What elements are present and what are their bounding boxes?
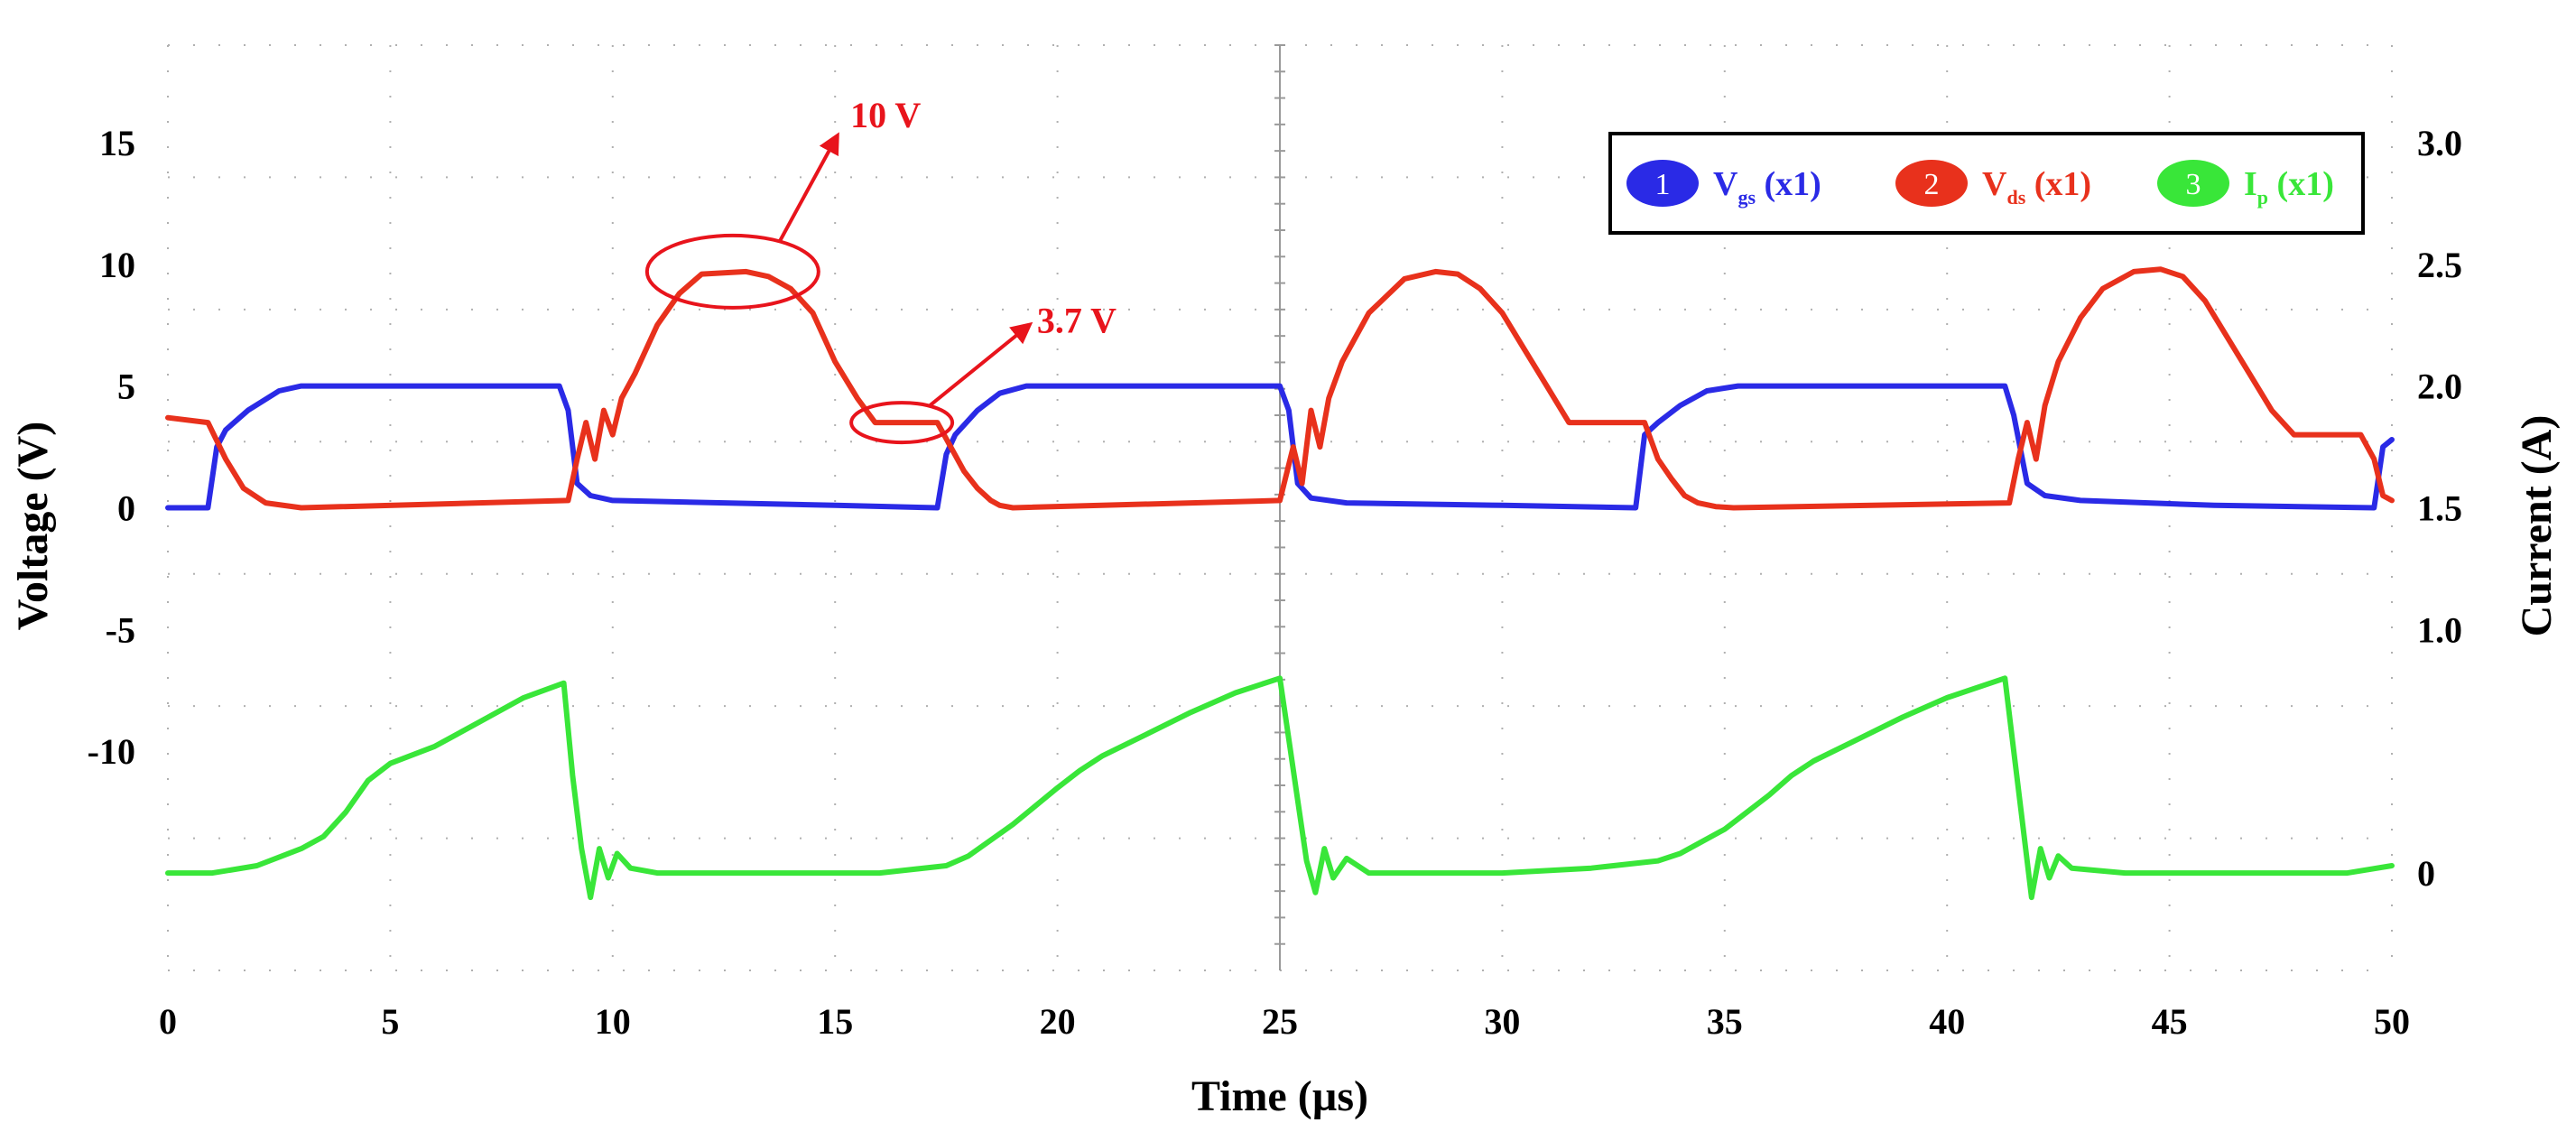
legend-label-subscript: p bbox=[2257, 186, 2268, 209]
series-lines bbox=[165, 266, 2395, 901]
y-right-tick-label: 3.0 bbox=[2417, 123, 2462, 163]
y-left-axis-title: Voltage (V) bbox=[9, 422, 57, 631]
legend-label-main: I bbox=[2244, 165, 2257, 203]
legend-label-suffix: (x1) bbox=[1756, 165, 1821, 203]
legend-swatch-vds bbox=[1895, 160, 1968, 207]
y-left-tick-label: -5 bbox=[106, 609, 135, 650]
y-right-tick-label: 2.0 bbox=[2417, 367, 2462, 407]
legend-label-suffix: (x1) bbox=[2025, 165, 2091, 203]
legend-label-subscript: gs bbox=[1737, 186, 1756, 209]
legend-number: 1 bbox=[1655, 168, 1671, 201]
x-tick-label: 25 bbox=[1262, 1001, 1298, 1042]
y-left-tick-label: 5 bbox=[117, 367, 135, 407]
series-line-vds bbox=[165, 266, 2395, 511]
legend-swatch-ip bbox=[2157, 160, 2229, 207]
legend-label-ip: Ip (x1) bbox=[2244, 165, 2334, 209]
annotation-ellipse bbox=[644, 233, 820, 310]
annotations: 10 V 3.7 V bbox=[644, 95, 1117, 445]
axes: 0 5 10 15 20 25 30 35 40 45 50151050-5-103.02.52.0… bbox=[9, 123, 2561, 1120]
y-right-tick-label: 2.5 bbox=[2417, 245, 2462, 285]
legend: 1 Vgs (x1) 2 Vds (x1) 3 Ip (x1) bbox=[1608, 132, 2365, 235]
y-right-tick-label: 1.5 bbox=[2417, 488, 2462, 529]
x-tick-label: 50 bbox=[2374, 1001, 2410, 1042]
series-line-ip bbox=[165, 675, 2395, 901]
annotation-arrow bbox=[778, 132, 839, 242]
grid bbox=[167, 44, 2393, 971]
y-right-tick-label: 0 bbox=[2417, 853, 2435, 894]
x-tick-label: 30 bbox=[1484, 1001, 1520, 1042]
y-left-tick-label: -10 bbox=[88, 731, 135, 772]
x-tick-label: 15 bbox=[817, 1001, 853, 1042]
x-tick-label: 40 bbox=[1929, 1001, 1965, 1042]
y-left-tick-label: 15 bbox=[99, 123, 135, 163]
legend-label-vgs: Vgs (x1) bbox=[1713, 165, 1821, 209]
annotation-label: 10 V bbox=[850, 95, 921, 135]
y-left-tick-label: 0 bbox=[117, 488, 135, 529]
legend-box bbox=[1608, 132, 2365, 235]
legend-number: 2 bbox=[1924, 168, 1940, 201]
annotation-arrow bbox=[928, 321, 1033, 407]
x-tick-label: 20 bbox=[1040, 1001, 1076, 1042]
annotation-ellipse bbox=[849, 401, 955, 445]
x-tick-label: 5 bbox=[381, 1001, 399, 1042]
y-left-tick-label: 10 bbox=[99, 245, 135, 285]
x-tick-label: 0 bbox=[159, 1001, 177, 1042]
y-right-tick-label: 1.0 bbox=[2417, 609, 2462, 650]
y-right-axis-title: Current (A) bbox=[2513, 415, 2561, 637]
x-tick-label: 45 bbox=[2152, 1001, 2188, 1042]
annotation-label: 3.7 V bbox=[1037, 300, 1117, 340]
legend-number: 3 bbox=[2186, 168, 2201, 201]
legend-label-main: V bbox=[1982, 165, 2007, 203]
legend-label-main: V bbox=[1713, 165, 1738, 203]
legend-swatch-vgs bbox=[1626, 160, 1699, 207]
legend-label-vds: Vds (x1) bbox=[1982, 165, 2091, 209]
x-tick-label: 10 bbox=[595, 1001, 631, 1042]
x-tick-label: 35 bbox=[1707, 1001, 1743, 1042]
legend-label-subscript: ds bbox=[2006, 186, 2025, 209]
x-axis-title: Time (µs) bbox=[1191, 1072, 1368, 1120]
legend-label-suffix: (x1) bbox=[2268, 165, 2334, 203]
